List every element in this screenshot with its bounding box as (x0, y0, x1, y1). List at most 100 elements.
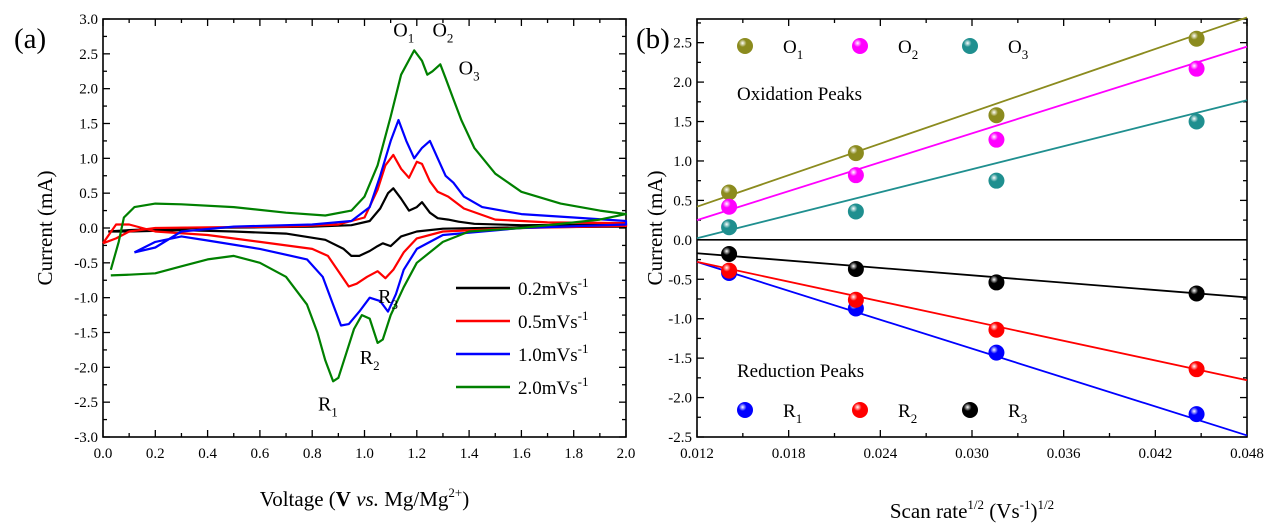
peak-label-o3-main: O (459, 58, 473, 80)
legend-label-r2: R2 (898, 401, 917, 426)
panel-label-b: (b) (636, 23, 670, 55)
legend-label-o1: O1 (783, 37, 803, 62)
data-point-o3 (848, 203, 864, 219)
xlabel-sup: 1/2 (967, 497, 984, 512)
data-point-o1 (988, 107, 1004, 123)
legend-marker-r3 (962, 402, 978, 418)
peak-label-r1-main: R (318, 394, 332, 416)
fit-line-o3 (697, 100, 1247, 238)
x-tick-label-b: 0.012 (680, 446, 714, 462)
y-tick-label-b: 1.5 (673, 115, 692, 131)
legend-label-r1-main: R (783, 401, 796, 422)
legend-name: 1.0mVs (518, 345, 578, 366)
legend-name: 0.2mVs (518, 279, 578, 300)
y-tick-label-b: -1.5 (668, 351, 692, 367)
x-tick-label-b: 0.018 (772, 446, 806, 462)
y-tick-label-a: 1.0 (79, 151, 98, 167)
data-point-o3 (988, 173, 1004, 189)
data-point-o1 (721, 185, 737, 201)
y-tick-label-b: 1.0 (673, 154, 692, 170)
legend-label-a-3: 2.0mVs-1 (518, 374, 589, 399)
data-point-r1 (988, 345, 1004, 361)
x-tick-label-a: 1.4 (460, 446, 479, 462)
legend-label-o2-sub: 2 (912, 47, 919, 62)
reduction-group-label: Reduction Peaks (737, 361, 864, 382)
peak-label-r3-sub: 3 (391, 297, 398, 312)
legend-sup: -1 (578, 308, 589, 323)
data-point-o2 (988, 132, 1004, 148)
xlabel-post: ) (1030, 499, 1037, 523)
legend-label-r1-sub: 1 (796, 411, 803, 426)
data-point-o2 (1189, 61, 1205, 77)
x-tick-label-a: 1.6 (512, 446, 531, 462)
x-tick-label-a: 1.0 (355, 446, 374, 462)
panel-b: 0.012 0.018 0.024 0.030 0.036 0.042 0.0482.52.… (636, 17, 1264, 523)
peak-label-o1-sub: 1 (408, 30, 415, 45)
data-point-r3 (721, 246, 737, 262)
y-tick-label-b: 2.5 (673, 36, 692, 52)
legend-label-o1-sub: 1 (797, 47, 804, 62)
peak-label-o2-main: O (432, 19, 446, 41)
legend-marker-o1 (737, 38, 753, 54)
legend-marker-r2 (852, 402, 868, 418)
legend-label-r1: R1 (783, 401, 802, 426)
legend-label-o3-sub: 3 (1022, 47, 1029, 62)
peak-label-o2-sub: 2 (447, 30, 454, 45)
legend-label-o3: O3 (1008, 37, 1028, 62)
x-tick-label-a: 0.6 (251, 446, 270, 462)
peak-label-o2: O2 (432, 19, 453, 45)
xlabel-sup: 1/2 (1037, 497, 1054, 512)
y-tick-label-a: 2.0 (79, 82, 98, 98)
data-point-r2 (988, 322, 1004, 338)
legend-label-o2: O2 (898, 37, 918, 62)
peak-label-o3: O3 (459, 58, 480, 84)
legend-label-r2-sub: 2 (911, 411, 918, 426)
y-tick-label-b: -2.5 (668, 430, 692, 446)
x-tick-label-b: 0.048 (1230, 446, 1264, 462)
data-point-r3 (988, 274, 1004, 290)
x-tick-label-b: 0.030 (955, 446, 989, 462)
y-tick-label-a: 1.5 (79, 117, 98, 133)
legend-label-a-1: 0.5mVs-1 (518, 308, 589, 333)
y-tick-label-b: 0.5 (673, 193, 692, 209)
data-point-r2 (721, 263, 737, 279)
xlabel-bold: V (336, 487, 351, 511)
data-point-o3 (721, 219, 737, 235)
peak-label-r3-main: R (378, 286, 392, 308)
y-tick-label-a: 0.0 (79, 221, 98, 237)
peak-label-r3: R3 (378, 286, 398, 312)
legend-marker-o2 (852, 38, 868, 54)
y-tick-label-a: -1.5 (74, 326, 98, 342)
x-tick-label-b: 0.036 (1047, 446, 1081, 462)
legend-name: 2.0mVs (518, 378, 578, 399)
legend-sup: -1 (578, 374, 589, 389)
y-tick-label-a: 2.5 (79, 47, 98, 63)
x-tick-label-b: 0.042 (1138, 446, 1172, 462)
legend-marker-r1 (737, 402, 753, 418)
xlabel-italic: vs. (351, 487, 384, 511)
x-tick-label-a: 2.0 (617, 446, 636, 462)
legend-sup: -1 (578, 275, 589, 290)
peak-label-o1: O1 (393, 19, 414, 45)
legend-name: 0.5mVs (518, 312, 578, 333)
peak-label-r2-sub: 2 (373, 358, 380, 373)
legend-label-o3-main: O (1008, 37, 1022, 58)
y-tick-label-a: 3.0 (79, 12, 98, 28)
x-tick-label-a: 1.8 (564, 446, 583, 462)
xlabel-sup: -1 (1020, 497, 1031, 512)
y-tick-label-a: -2.5 (74, 395, 98, 411)
xlabel-pre: Voltage ( (260, 487, 336, 511)
x-axis-label-b: Scan rate1/2 (Vs-1)1/2 (890, 497, 1054, 523)
legend-sup: -1 (578, 341, 589, 356)
oxidation-group-label: Oxidation Peaks (737, 84, 862, 105)
data-point-r1 (1189, 406, 1205, 422)
xlabel-pre: Scan rate (890, 499, 968, 523)
legend-label-o1-main: O (783, 37, 797, 58)
data-point-o3 (1189, 114, 1205, 130)
peak-label-r1-sub: 1 (331, 405, 338, 420)
xlabel-close: ) (462, 487, 469, 511)
data-point-o2 (721, 199, 737, 215)
y-tick-label-a: -2.0 (74, 360, 98, 376)
y-tick-label-b: 0.0 (673, 233, 692, 249)
panel-label-a: (a) (14, 23, 46, 55)
